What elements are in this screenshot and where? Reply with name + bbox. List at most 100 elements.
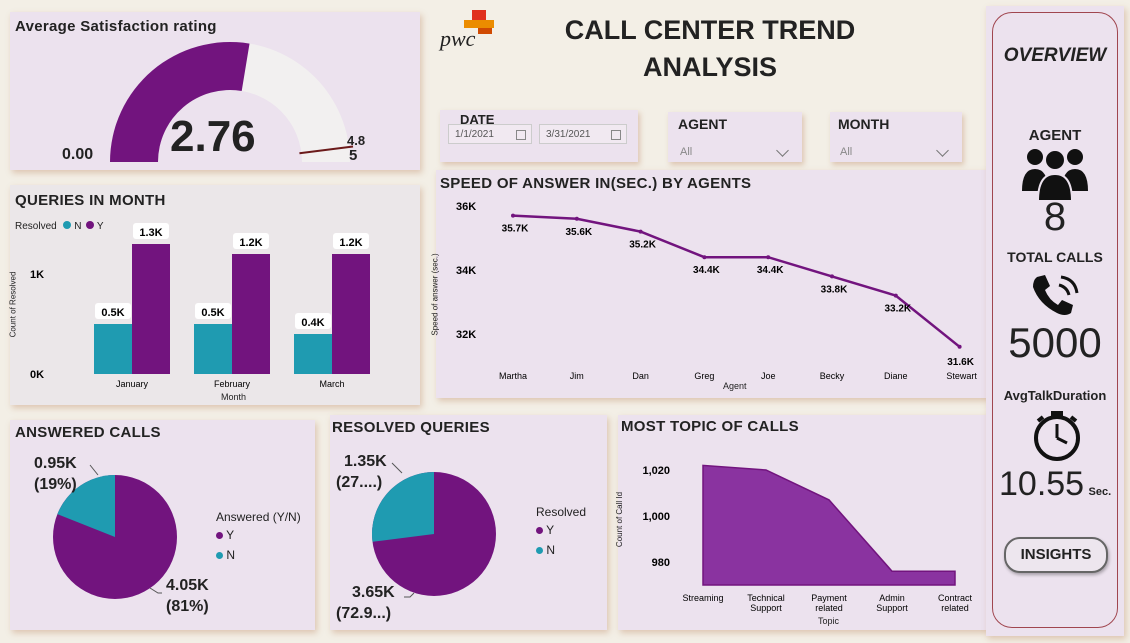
overview-sidebar: OVERVIEW AGENT 8 TOTAL CALLS 5000 AvgTal… — [992, 12, 1118, 628]
calendar-icon[interactable] — [611, 130, 621, 140]
month-filter[interactable]: MONTH All — [830, 112, 962, 162]
gauge-min-label: 0.00 — [62, 146, 94, 163]
queries-bar-chart: 0K 1K 0.5K 1.3K January 0.5K 1.2K February 0.4K 1… — [30, 223, 370, 389]
data-label: 31.6K — [947, 357, 974, 368]
date-filter-label: DATE — [460, 112, 495, 127]
speed-xlabel: Agent — [723, 381, 747, 391]
satisfaction-gauge — [110, 42, 354, 162]
agent-kpi-label: AGENT — [1028, 127, 1082, 144]
x-tick-label: Diane — [884, 371, 908, 381]
data-label-bg — [195, 303, 231, 319]
data-label: 35.2K — [629, 240, 656, 251]
agent-filter[interactable]: AGENT All — [668, 112, 802, 162]
y-tick-label: 1,000 — [642, 511, 670, 523]
resolved-n-label: 1.35K (27....) — [336, 453, 387, 491]
x-tick-label: Payment related — [811, 593, 847, 613]
answered-pie-chart — [53, 464, 177, 599]
legend-y-dot — [216, 532, 223, 539]
page-title: CALL CENTER TREND ANALYSIS — [540, 12, 880, 86]
topic-xlabel: Topic — [818, 616, 840, 626]
x-tick-label: Dan — [632, 371, 649, 381]
y-tick-label: 980 — [652, 557, 670, 569]
x-tick-label: Joe — [761, 371, 776, 381]
date-end-input[interactable]: 3/31/2021 — [539, 124, 627, 144]
data-label: 1.2K — [239, 237, 262, 249]
leader-line — [149, 587, 162, 594]
topic-chart-panel: MOST TOPIC OF CALLS Count of Call Id Top… — [615, 415, 988, 630]
agent-kpi-value: 8 — [1043, 195, 1067, 239]
calendar-icon[interactable] — [516, 130, 526, 140]
answered-n-label: 0.95K (19%) — [34, 455, 77, 493]
data-label-bg — [295, 313, 331, 329]
resolved-legend: Resolved Y N — [536, 505, 587, 557]
phone-icon — [1033, 275, 1079, 315]
month-filter-label: MONTH — [838, 116, 890, 132]
speed-chart-panel: SPEED OF ANSWER IN(SEC.) BY AGENTS Speed… — [431, 170, 989, 398]
x-tick-label: Jim — [570, 371, 584, 381]
legend-n-dot — [216, 552, 223, 559]
data-label-bg — [133, 223, 169, 239]
insights-button[interactable]: INSIGHTS — [1004, 537, 1108, 573]
data-label: 33.2K — [884, 304, 911, 315]
line-point — [574, 216, 579, 221]
pwc-logo-text: pwc — [440, 26, 476, 51]
legend-y-dot — [536, 527, 543, 534]
answered-y-label: 4.05K (81%) — [166, 577, 209, 615]
data-label: 35.6K — [565, 227, 592, 238]
topic-area — [702, 464, 956, 586]
bar — [232, 254, 270, 374]
avg-talk-unit: Sec. — [1088, 486, 1112, 498]
agent-filter-label: AGENT — [678, 116, 727, 132]
date-filter[interactable]: DATE 1/1/2021 3/31/2021 — [440, 110, 638, 162]
topic-chart-title: MOST TOPIC OF CALLS — [621, 418, 799, 435]
overview-sidebar-frame: OVERVIEW AGENT 8 TOTAL CALLS 5000 AvgTal… — [986, 6, 1124, 636]
y-tick-label: 1K — [30, 269, 44, 281]
date-start-input[interactable]: 1/1/2021 — [448, 124, 532, 144]
overview-title: OVERVIEW — [1003, 45, 1107, 66]
x-tick-label: Streaming — [682, 593, 723, 603]
data-label: 1.3K — [139, 227, 162, 239]
bar — [132, 244, 170, 374]
leader-line — [391, 462, 403, 474]
data-label-bg — [233, 233, 269, 249]
x-tick-label: January — [116, 379, 149, 389]
resolved-y-label: 3.65K (72.9...) — [336, 584, 395, 622]
queries-legend: Resolved N Y — [15, 221, 104, 232]
x-tick-label: Stewart — [946, 371, 977, 381]
leader-line — [89, 464, 99, 476]
chevron-down-icon[interactable] — [776, 144, 789, 157]
month-filter-value[interactable]: All — [840, 146, 853, 158]
agent-filter-value[interactable]: All — [680, 146, 693, 158]
queries-chart-title: QUERIES IN MONTH — [15, 192, 166, 209]
resolved-queries-title: RESOLVED QUERIES — [332, 419, 490, 436]
resolved-pie-chart — [372, 462, 496, 598]
leader-line — [404, 592, 415, 598]
clock-icon — [1034, 411, 1080, 461]
x-tick-label: Martha — [499, 371, 527, 381]
queries-chart-panel: QUERIES IN MONTH Resolved N Y Count of R… — [8, 185, 420, 405]
x-tick-label: Contract related — [938, 593, 973, 613]
gauge-fill — [110, 42, 250, 162]
gauge-max-label: 5 — [349, 147, 358, 164]
answered-calls-title: ANSWERED CALLS — [15, 424, 161, 441]
data-label: 0.4K — [301, 317, 324, 329]
data-label: 34.4K — [693, 265, 720, 276]
line-point — [638, 229, 643, 234]
bar — [332, 254, 370, 374]
legend-y-dot — [86, 221, 95, 229]
speed-line — [512, 214, 961, 348]
y-tick-label: 32K — [456, 329, 476, 341]
chevron-down-icon[interactable] — [936, 144, 949, 157]
resolved-queries-panel: RESOLVED QUERIES Resolved Y N 1.35K (27.… — [330, 415, 607, 630]
queries-xlabel: Month — [221, 392, 247, 402]
answered-calls-panel: ANSWERED CALLS Answered (Y/N) Y N 0.95K … — [10, 420, 315, 630]
bar — [294, 334, 332, 374]
gauge-title: Average Satisfaction rating — [15, 18, 217, 35]
data-label: 0.5K — [201, 307, 224, 319]
speed-chart-title: SPEED OF ANSWER IN(SEC.) BY AGENTS — [440, 175, 752, 192]
bar — [94, 324, 132, 374]
pwc-logo-mark — [472, 10, 486, 20]
pwc-logo: pwc — [438, 8, 498, 53]
x-tick-label: Technical Support — [747, 593, 785, 613]
line-point — [893, 293, 898, 298]
